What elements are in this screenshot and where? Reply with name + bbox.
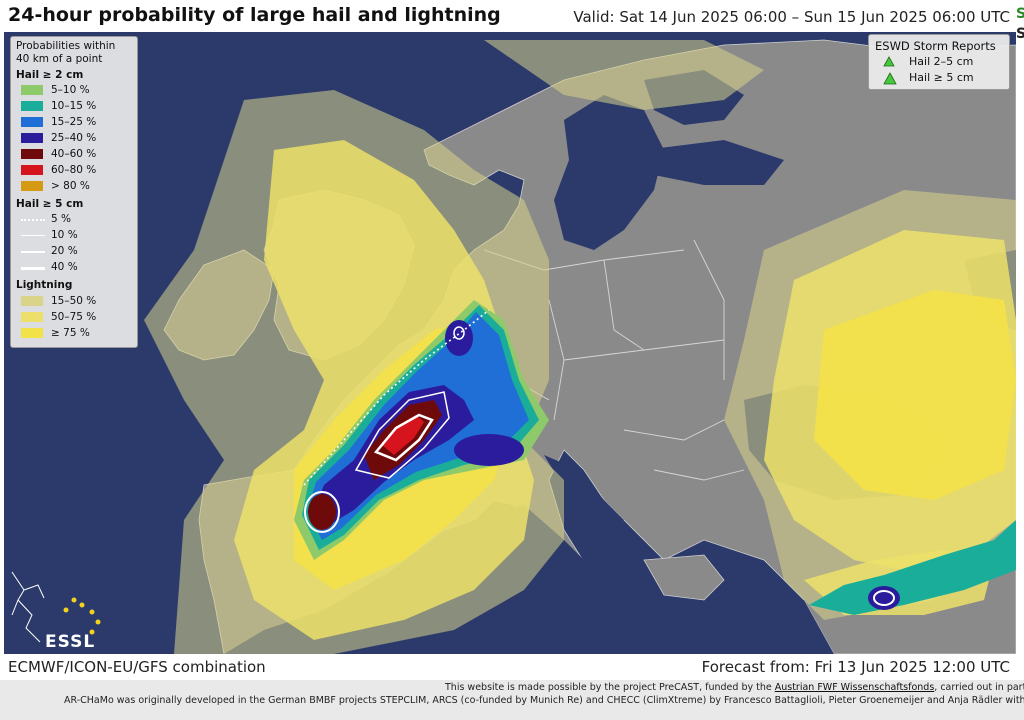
report-label: Hail 2–5 cm xyxy=(909,55,974,68)
hail-5cm-contours xyxy=(303,309,895,606)
attribution-line2: AR-CHaMo was originally developed in the… xyxy=(64,695,1024,706)
large-green-triangle-icon xyxy=(883,72,897,85)
legend-hail2-title: Hail ≥ 2 cm xyxy=(16,69,84,81)
hail5-5pct-contour xyxy=(303,309,490,486)
legend-item-hail5-10: 10 % xyxy=(21,229,131,242)
legend-item-hail2-60-80: 60–80 % xyxy=(21,164,131,177)
legend-item-hail5-40: 40 % xyxy=(21,261,131,274)
hail5-20pct-contour xyxy=(373,413,434,462)
swatch xyxy=(21,117,43,127)
lightning-bolt-icon xyxy=(11,571,45,643)
swatch xyxy=(21,181,43,191)
gulf-of-finland xyxy=(644,140,784,185)
legend-label: > 80 % xyxy=(51,180,90,192)
map-svg xyxy=(4,32,1016,654)
line-sample xyxy=(21,267,45,270)
legend-label: 15–25 % xyxy=(51,116,97,128)
adriatic-sea xyxy=(544,455,624,525)
valid-period: Valid: Sat 14 Jun 2025 06:00 – Sun 15 Ju… xyxy=(573,8,1010,26)
cut-edge-text-second: S xyxy=(1016,26,1024,42)
legend-label: 15–50 % xyxy=(51,295,97,307)
footer: ECMWF/ICON-EU/GFS combination Forecast f… xyxy=(0,654,1024,680)
legend-item-hail2-15-25: 15–25 % xyxy=(21,116,131,129)
probability-legend: Probabilities within 40 km of a point Ha… xyxy=(10,36,138,348)
swatch xyxy=(21,296,43,306)
legend-item-hail2-40-60: 40–60 % xyxy=(21,148,131,161)
hail5-10pct-contour xyxy=(354,391,450,479)
swatch xyxy=(21,85,43,95)
baltic-sea xyxy=(554,95,664,250)
legend-label: ≥ 75 % xyxy=(51,327,90,339)
legend-item-lightning-15-50: 15–50 % xyxy=(21,295,131,308)
hail5-east-contour xyxy=(873,590,895,606)
legend-label: 60–80 % xyxy=(51,164,97,176)
swatch xyxy=(21,101,43,111)
legend-label: 10 % xyxy=(51,229,78,241)
legend-label: 40–60 % xyxy=(51,148,97,160)
legend-item-hail5-20: 20 % xyxy=(21,245,131,258)
legend-item-lightning-75: ≥ 75 % xyxy=(21,327,131,340)
hail5-spain-contour xyxy=(304,491,340,533)
legend-hail5-title: Hail ≥ 5 cm xyxy=(16,198,84,210)
swatch xyxy=(21,165,43,175)
swatch xyxy=(21,149,43,159)
attribution-prefix: This website is made possible by the pro… xyxy=(445,682,775,693)
legend-item-hail2-25-40: 25–40 % xyxy=(21,132,131,145)
legend-label: 40 % xyxy=(51,261,78,273)
eu-stars-icon xyxy=(63,597,101,635)
hail5-belgium-contour xyxy=(453,326,465,340)
legend-label: 5 % xyxy=(51,213,71,225)
page-title: 24-hour probability of large hail and li… xyxy=(8,4,501,26)
green-triangle-icon xyxy=(883,56,895,67)
essl-logo: ESSL xyxy=(45,632,96,652)
legend-item-hail2-80: > 80 % xyxy=(21,180,131,193)
legend-item-hail2-10-15: 10–15 % xyxy=(21,100,131,113)
legend-label: 50–75 % xyxy=(51,311,97,323)
reports-title: ESWD Storm Reports xyxy=(875,39,996,53)
attribution-bar: This website is made possible by the pro… xyxy=(0,680,1024,720)
attribution-suffix: , carried out in partnership xyxy=(934,682,1024,693)
line-sample xyxy=(21,219,45,221)
storm-reports-legend: ESWD Storm Reports Hail 2–5 cm Hail ≥ 5 … xyxy=(868,34,1010,90)
hail-40-60-spain-core xyxy=(308,494,336,530)
model-combination: ECMWF/ICON-EU/GFS combination xyxy=(8,658,266,676)
swatch xyxy=(21,328,43,338)
hail-probability-map[interactable] xyxy=(4,32,1016,654)
legend-heading-line1: Probabilities within xyxy=(16,40,116,52)
header: 24-hour probability of large hail and li… xyxy=(0,0,1024,32)
swatch xyxy=(21,133,43,143)
legend-label: 20 % xyxy=(51,245,78,257)
report-label: Hail ≥ 5 cm xyxy=(909,71,974,84)
forecast-time: Forecast from: Fri 13 Jun 2025 12:00 UTC xyxy=(701,658,1010,676)
hail-east-mediterranean xyxy=(809,520,1016,615)
hail-2cm-area xyxy=(294,300,1016,615)
legend-item-hail5-5: 5 % xyxy=(21,213,131,226)
swatch xyxy=(21,312,43,322)
line-sample xyxy=(21,251,45,253)
legend-heading-line2: 40 km of a point xyxy=(16,53,103,65)
hail-60-80-area xyxy=(382,415,424,455)
hail-east-core xyxy=(868,586,900,610)
cut-edge-text-top: S xyxy=(1016,6,1024,22)
report-item-hail-5: Hail ≥ 5 cm xyxy=(883,71,1003,85)
attribution-line1: This website is made possible by the pro… xyxy=(445,682,1024,693)
legend-label: 10–15 % xyxy=(51,100,97,112)
legend-label: 25–40 % xyxy=(51,132,97,144)
legend-lightning-title: Lightning xyxy=(16,279,73,291)
report-item-hail-2-5: Hail 2–5 cm xyxy=(883,55,1003,69)
legend-label: 5–10 % xyxy=(51,84,90,96)
greek-peninsula xyxy=(643,554,725,601)
legend-item-lightning-50-75: 50–75 % xyxy=(21,311,131,324)
fwf-link[interactable]: Austrian FWF Wissenschaftsfonds xyxy=(774,682,935,693)
legend-item-hail2-5-10: 5–10 % xyxy=(21,84,131,97)
line-sample xyxy=(21,235,45,236)
hail-25-40-alps-core xyxy=(454,434,524,466)
